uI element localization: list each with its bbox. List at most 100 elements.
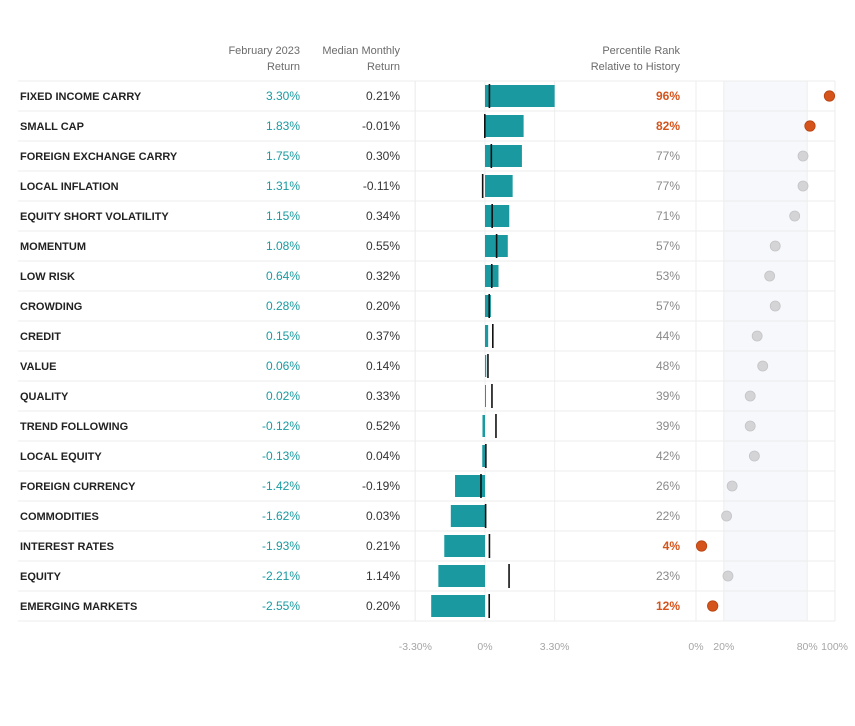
february-return-value: -2.21% — [262, 569, 300, 583]
percentile-dot — [757, 360, 769, 372]
february-return-bar — [450, 505, 485, 527]
percentile-rank-value: 82% — [656, 119, 680, 133]
february-return-bar — [482, 445, 485, 467]
february-return-value: -0.12% — [262, 419, 300, 433]
factor-name: MOMENTUM — [20, 241, 86, 253]
median-return-value: 0.04% — [366, 449, 400, 463]
median-return-value: -0.19% — [362, 479, 400, 493]
percentile-dot — [769, 240, 781, 252]
header-median-line1: Median Monthly — [322, 45, 400, 57]
february-return-value: 1.15% — [266, 209, 300, 223]
percentile-rank-value: 4% — [663, 539, 681, 553]
percentile-dot — [751, 330, 763, 342]
february-return-value: 3.30% — [266, 89, 300, 103]
february-return-bar — [485, 355, 487, 377]
february-return-bar — [485, 145, 522, 167]
factor-name: QUALITY — [20, 391, 69, 403]
median-return-value: 0.20% — [366, 599, 400, 613]
february-return-value: 0.64% — [266, 269, 300, 283]
factor-name: SMALL CAP — [20, 121, 84, 133]
median-return-value: 0.55% — [366, 239, 400, 253]
percentile-dot — [748, 450, 760, 462]
february-return-value: 0.06% — [266, 359, 300, 373]
percentile-rank-value: 39% — [656, 419, 680, 433]
february-return-value: 0.02% — [266, 389, 300, 403]
header-median-line2: Return — [367, 61, 400, 73]
percentile-dot — [797, 180, 809, 192]
february-return-value: 1.31% — [266, 179, 300, 193]
percentile-rank-value: 42% — [656, 449, 680, 463]
percentile-rank-value: 39% — [656, 389, 680, 403]
percentile-rank-value: 71% — [656, 209, 680, 223]
header-february-line1: February 2023 — [228, 45, 300, 57]
february-return-value: 1.08% — [266, 239, 300, 253]
february-return-bar — [485, 85, 555, 107]
header-percentile-line1: Percentile Rank — [602, 45, 680, 57]
factor-name: FOREIGN CURRENCY — [20, 481, 136, 493]
percentile-dot — [769, 300, 781, 312]
percentile-rank-value: 26% — [656, 479, 680, 493]
percentile-dot — [797, 150, 809, 162]
factor-name: LOCAL EQUITY — [20, 451, 102, 463]
february-return-value: -0.13% — [262, 449, 300, 463]
factor-name: LOW RISK — [20, 271, 75, 283]
percentile-axis-tick-label: 0% — [688, 641, 703, 653]
median-return-value: -0.11% — [363, 179, 400, 193]
factor-name: INTEREST RATES — [20, 541, 114, 553]
percentile-rank-value: 44% — [656, 329, 680, 343]
percentile-rank-value: 23% — [656, 569, 680, 583]
february-return-value: 1.83% — [266, 119, 300, 133]
median-return-value: 0.33% — [366, 389, 400, 403]
median-return-value: 0.32% — [366, 269, 400, 283]
percentile-dot — [823, 90, 836, 102]
percentile-rank-value: 57% — [656, 239, 680, 253]
percentile-dot — [789, 210, 801, 222]
percentile-dot — [722, 570, 734, 582]
percentile-rank-value: 77% — [656, 179, 680, 193]
february-return-bar — [485, 295, 491, 317]
percentile-dot — [804, 120, 816, 132]
february-return-bar — [485, 175, 513, 197]
percentile-axis-tick-label: 100% — [821, 641, 848, 653]
median-return-value: 0.21% — [366, 89, 400, 103]
february-return-value: -1.93% — [262, 539, 300, 553]
percentile-dot — [744, 390, 756, 402]
bar-axis-tick-label: 3.30% — [540, 641, 570, 653]
median-return-value: 0.21% — [366, 539, 400, 553]
february-return-bar — [485, 385, 486, 407]
february-return-bar — [455, 475, 485, 497]
percentile-dot — [726, 480, 738, 492]
february-return-value: 0.28% — [266, 299, 300, 313]
factor-name: LOCAL INFLATION — [20, 181, 119, 193]
factor-name: EMERGING MARKETS — [20, 601, 137, 613]
median-return-value: 0.34% — [366, 209, 400, 223]
median-return-value: 0.20% — [366, 299, 400, 313]
median-return-value: 1.14% — [366, 569, 400, 583]
factor-name: FOREIGN EXCHANGE CARRY — [20, 151, 178, 163]
percentile-dot — [764, 270, 776, 282]
bar-axis-tick-label: -3.30% — [399, 641, 432, 653]
percentile-dot — [695, 540, 708, 552]
february-return-bar — [444, 535, 485, 557]
percentile-dot — [721, 510, 732, 522]
february-return-bar — [482, 415, 485, 437]
percentile-rank-value: 96% — [656, 89, 680, 103]
header-february-line2: Return — [267, 61, 300, 73]
february-return-bar — [485, 205, 510, 227]
percentile-rank-value: 22% — [656, 509, 680, 523]
percentile-dot — [744, 420, 756, 432]
median-return-value: 0.14% — [366, 359, 400, 373]
february-return-bar — [431, 595, 485, 617]
february-return-value: -1.62% — [262, 509, 300, 523]
february-return-value: 1.75% — [266, 149, 300, 163]
percentile-rank-value: 77% — [656, 149, 680, 163]
factor-name: CREDIT — [20, 331, 61, 343]
february-return-value: -2.55% — [262, 599, 300, 613]
factor-name: EQUITY SHORT VOLATILITY — [20, 211, 169, 223]
factor-name: CROWDING — [20, 301, 82, 313]
february-return-bar — [438, 565, 485, 587]
percentile-rank-value: 57% — [656, 299, 680, 313]
factor-name: COMMODITIES — [20, 511, 99, 523]
median-return-value: 0.30% — [366, 149, 400, 163]
